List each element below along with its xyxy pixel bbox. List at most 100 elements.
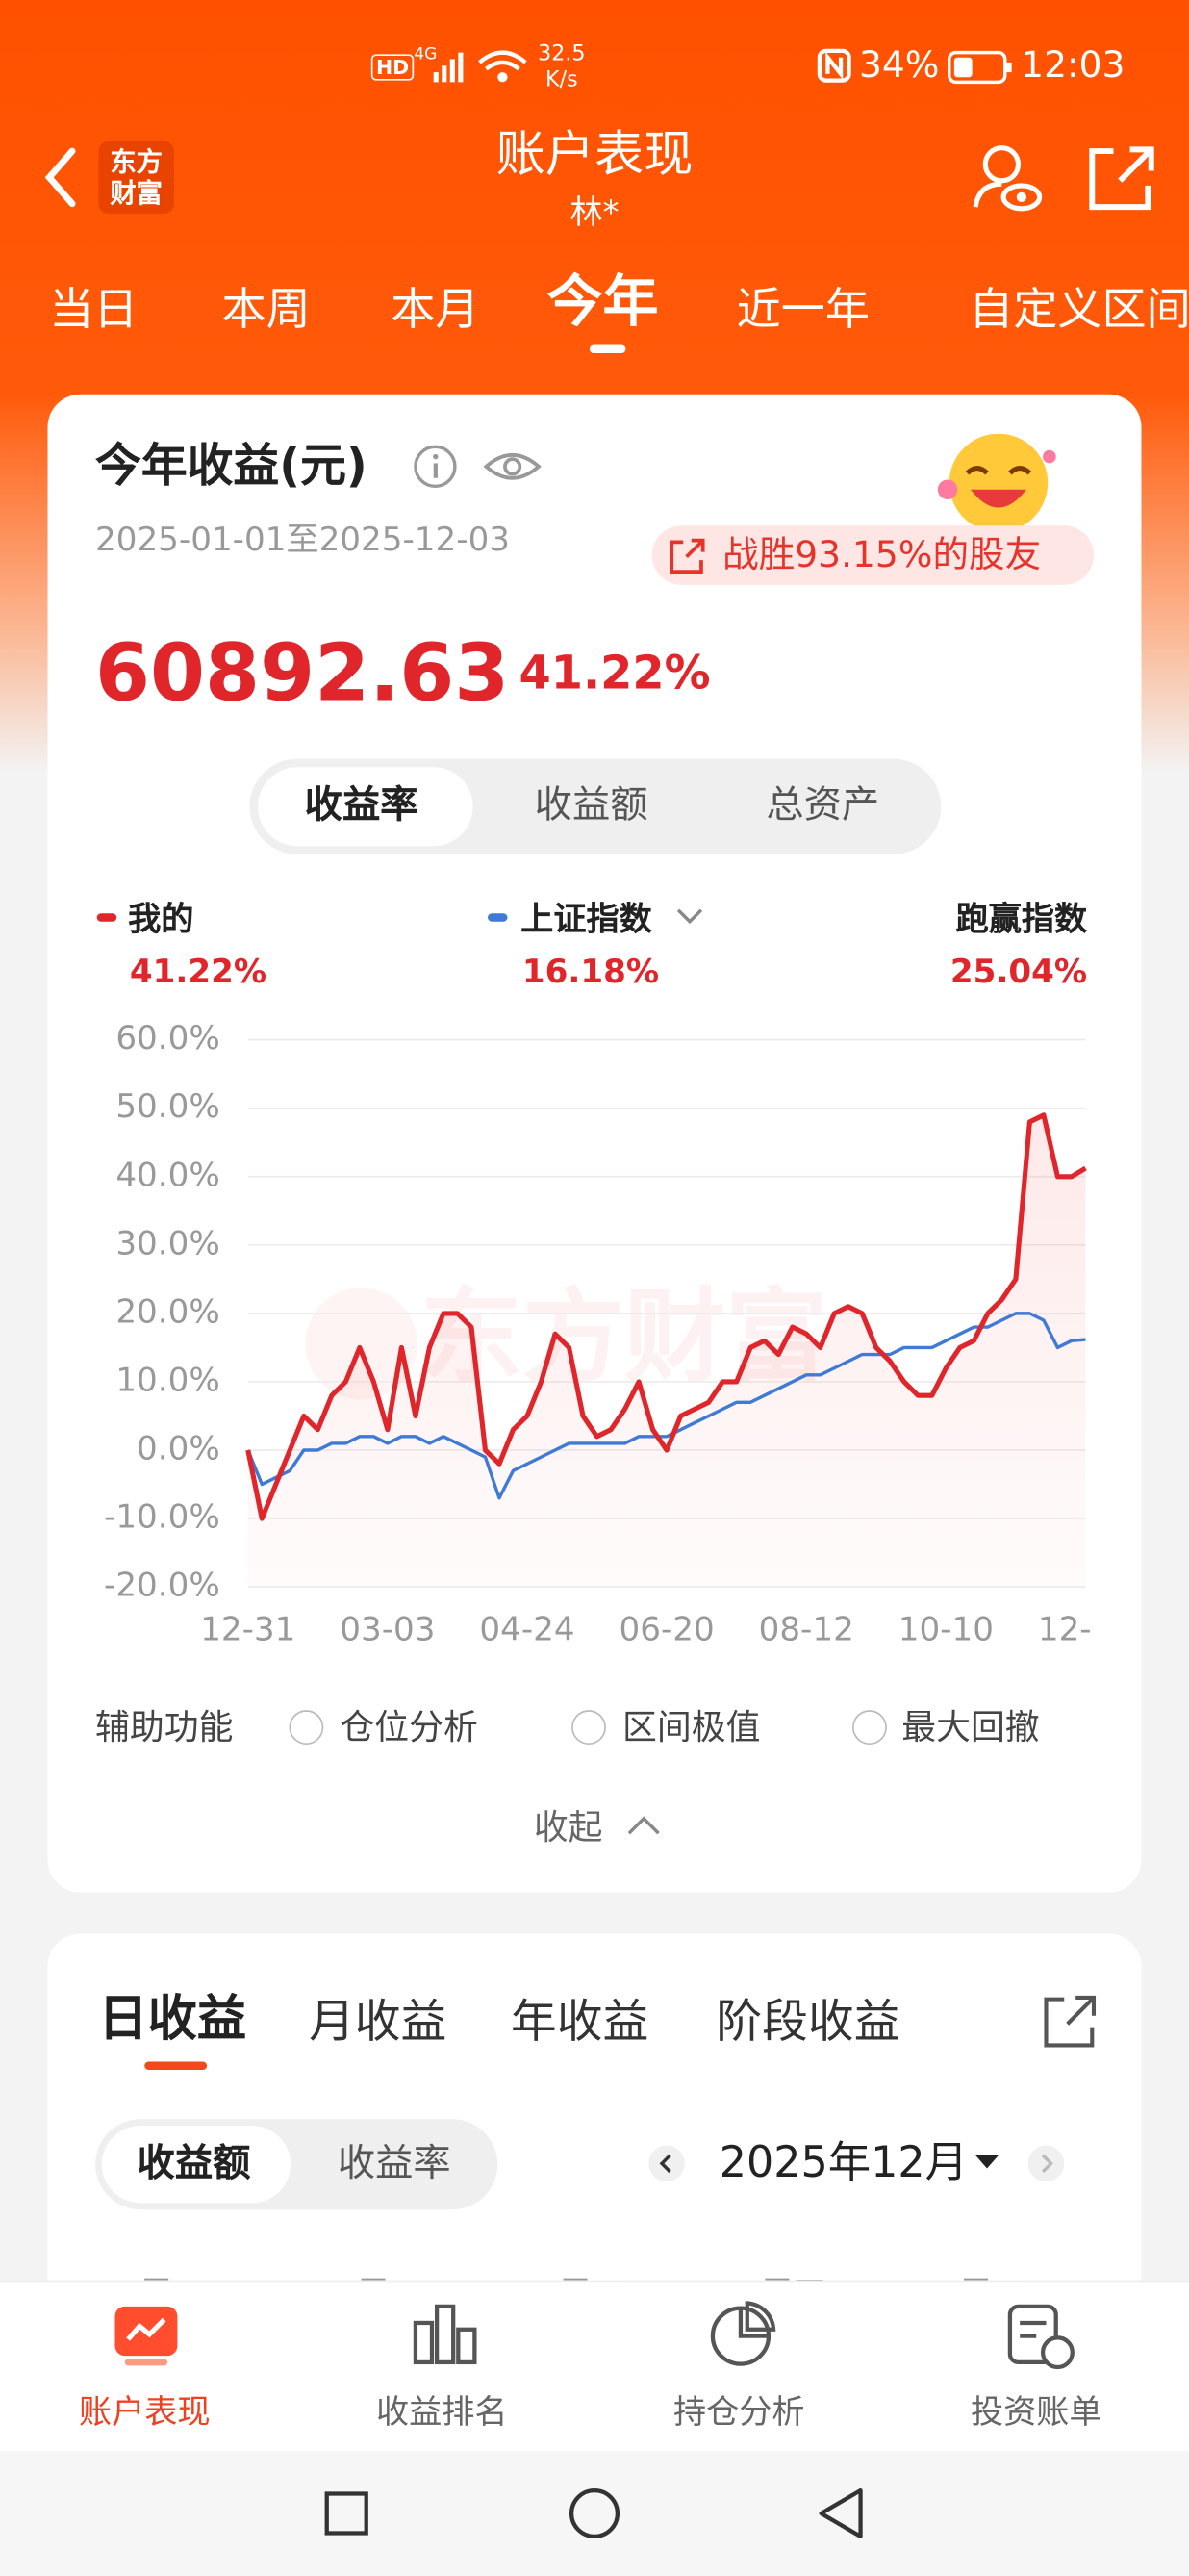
nav-label[interactable]: 收益排名	[375, 2391, 508, 2432]
legend-name: 我的	[128, 898, 194, 938]
period-tab[interactable]: 当日	[49, 285, 139, 337]
page-title: 账户表现	[495, 126, 694, 185]
period-tab[interactable]: 近一年	[736, 285, 870, 337]
y-tick-label: 40.0%	[115, 1156, 219, 1194]
chart-tab[interactable]: 收益额	[534, 784, 648, 828]
y-tick-label: 30.0%	[115, 1224, 219, 1262]
radio[interactable]	[571, 1710, 606, 1746]
y-tick-label: -20.0%	[104, 1567, 220, 1605]
y-tick-label: 0.0%	[137, 1430, 220, 1468]
badge-icon	[670, 538, 705, 574]
profit-rate: 41.22%	[519, 645, 711, 701]
badge[interactable]	[651, 525, 1094, 585]
chart-tab[interactable]: 总资产	[766, 784, 880, 828]
month-dropdown[interactable]	[973, 2151, 1002, 2174]
net-badge: HD	[370, 54, 415, 81]
toggle-option[interactable]: 收益率	[337, 2143, 451, 2186]
next-month[interactable]	[1026, 2144, 1066, 2183]
legend-swatch	[488, 913, 508, 922]
tool-option[interactable]: 最大回撤	[901, 1707, 1040, 1747]
series-line	[245, 1112, 1087, 1521]
collapse-button[interactable]: 收起	[533, 1807, 603, 1848]
x-tick-label: 03-03	[340, 1611, 435, 1649]
info-icons[interactable]	[411, 441, 543, 494]
battery-level: 34%	[859, 45, 940, 88]
legend-swatch	[96, 913, 117, 922]
collapse-icon[interactable]	[624, 1810, 664, 1840]
tool-option[interactable]: 区间极值	[622, 1707, 761, 1747]
system-nav-buttons[interactable]	[312, 2481, 870, 2546]
radio[interactable]	[289, 1710, 324, 1746]
nav-icon[interactable]	[1003, 2300, 1075, 2372]
nfc-icon	[817, 48, 851, 83]
radio[interactable]	[852, 1710, 887, 1746]
tab-indicator	[589, 344, 626, 354]
nav-label[interactable]: 持仓分析	[672, 2391, 805, 2432]
profit-amount: 60892.63	[95, 627, 510, 720]
back-button[interactable]	[37, 144, 86, 210]
emoji	[937, 433, 1056, 533]
y-tick-label: -10.0%	[104, 1498, 220, 1537]
y-tick-label: 50.0%	[115, 1087, 219, 1126]
logo-text: 东方	[110, 145, 164, 178]
nav-icon[interactable]	[708, 2300, 777, 2369]
area-fill	[247, 1114, 1086, 1588]
legend-value: 16.18%	[521, 951, 660, 991]
battery-icon	[948, 50, 1012, 85]
toggle-selected	[101, 2126, 291, 2204]
account-name: 林*	[569, 191, 620, 232]
net-speed: 32.5	[538, 41, 586, 67]
y-tick-label: 10.0%	[115, 1361, 219, 1399]
share-button[interactable]	[1041, 1993, 1100, 2052]
month-label[interactable]: 2025年12月	[719, 2138, 968, 2188]
clock: 12:03	[1021, 45, 1126, 88]
x-tick-label: 08-12	[759, 1611, 854, 1649]
legend-name: 跑赢指数	[955, 898, 1088, 938]
toggle-option[interactable]: 收益额	[137, 2143, 251, 2186]
nav-icon[interactable]	[112, 2300, 181, 2369]
bottom-nav	[0, 2280, 1189, 2453]
x-tick-label: 10-10	[898, 1611, 994, 1649]
signal-type: 4G	[414, 45, 438, 64]
signal-icons	[433, 50, 527, 83]
share-button[interactable]	[1084, 141, 1160, 217]
summary-card: 今年收益(元) 2025-01-01至2025-12-03 战胜93.15%的股…	[47, 394, 1142, 1893]
nav-icon[interactable]	[411, 2300, 480, 2369]
nav-label[interactable]: 投资账单	[970, 2391, 1102, 2432]
nav-label-active[interactable]: 账户表现	[78, 2391, 211, 2432]
series-line	[246, 1312, 1086, 1500]
x-tick-label: 12-03	[1038, 1611, 1094, 1649]
y-tick-label: 60.0%	[115, 1019, 219, 1058]
x-tick-label: 12-31	[200, 1611, 295, 1649]
income-tab[interactable]: 年收益	[510, 1994, 649, 2049]
y-tick-label: 20.0%	[115, 1292, 219, 1331]
logo-text: 财富	[110, 177, 164, 209]
system-nav	[0, 2451, 1189, 2576]
x-tick-label: 04-24	[479, 1611, 574, 1649]
summary-title: 今年收益(元)	[95, 438, 367, 494]
badge-text: 战胜93.15%的股友	[722, 535, 1042, 577]
income-tab[interactable]: 月收益	[308, 1994, 447, 2049]
income-tab-active[interactable]: 日收益	[98, 1991, 247, 2049]
date-range: 2025-01-01至2025-12-03	[95, 519, 511, 559]
period-tab[interactable]: 本周	[221, 285, 311, 337]
tools-label: 辅助功能	[95, 1707, 234, 1747]
legend-name[interactable]: 上证指数	[520, 898, 652, 938]
legend-value: 41.22%	[129, 951, 267, 991]
period-tab-active[interactable]: 今年	[546, 268, 659, 336]
watermark-logo	[305, 1288, 417, 1400]
prev-month[interactable]	[647, 2144, 687, 2183]
dropdown-icon[interactable]	[673, 904, 706, 930]
logo-box	[98, 140, 174, 214]
period-tab[interactable]: 本月	[391, 285, 480, 337]
period-tab[interactable]: 自定义区间	[969, 285, 1189, 337]
net-speed-unit: K/s	[545, 67, 578, 93]
chart-tab-selected	[258, 767, 473, 847]
x-tick-label: 06-20	[620, 1611, 715, 1649]
chart-tab[interactable]: 收益率	[304, 784, 418, 828]
income-tab[interactable]: 阶段收益	[716, 1994, 900, 2049]
chart: 东方财富-20.0%-10.0%0.0%10.0%20.0%30.0%40.0%…	[104, 1019, 1094, 1649]
tool-option[interactable]: 仓位分析	[340, 1707, 478, 1747]
privacy-button[interactable]	[969, 141, 1045, 217]
